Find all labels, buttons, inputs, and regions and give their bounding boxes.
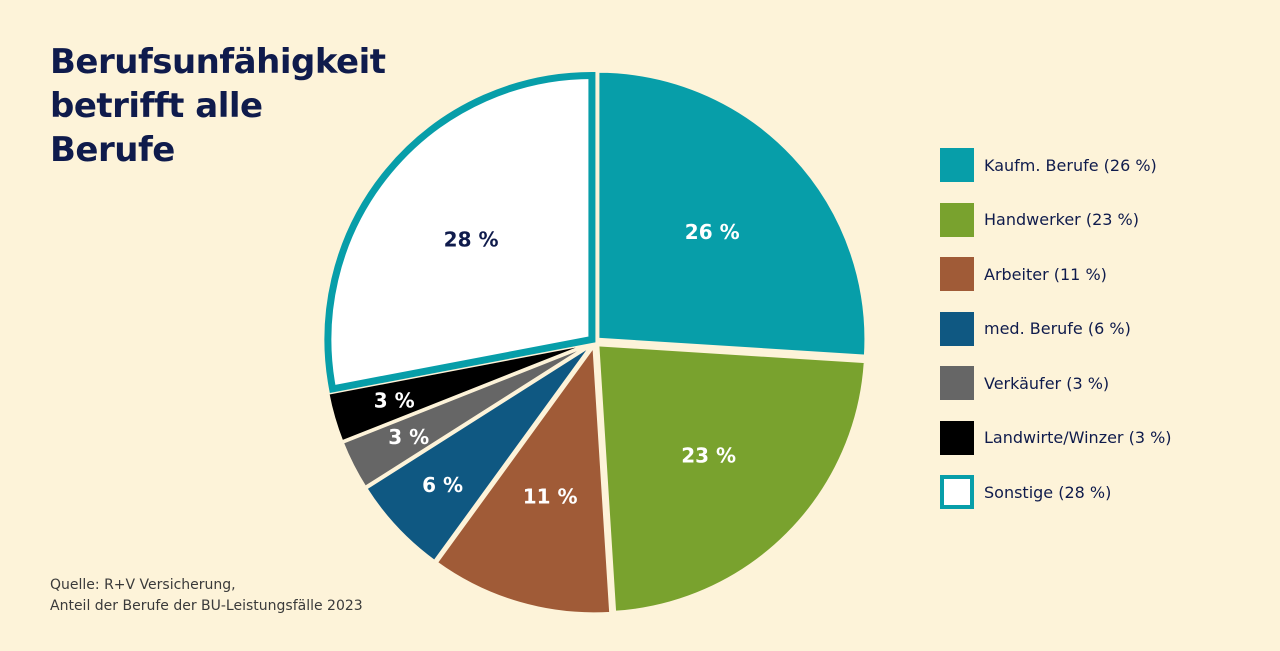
legend-swatch bbox=[940, 202, 974, 237]
legend-item: Arbeiter (11 %) bbox=[940, 256, 1172, 292]
source-note: Quelle: R+V Versicherung, Anteil der Ber… bbox=[50, 575, 363, 617]
legend-item: Landwirte/Winzer (3 %) bbox=[940, 420, 1172, 456]
slice-label: 23 % bbox=[681, 444, 736, 468]
slice-label: 28 % bbox=[444, 228, 499, 252]
pie-slice-arbeiter bbox=[434, 341, 613, 616]
legend-swatch bbox=[940, 475, 974, 509]
pie-slice-landwirte-winzer bbox=[326, 341, 592, 444]
legend-label: Arbeiter (11 %) bbox=[984, 264, 1107, 284]
pie-slice-handwerker bbox=[596, 343, 867, 614]
legend-swatch bbox=[940, 420, 974, 455]
legend-swatch bbox=[940, 257, 974, 291]
legend-swatch bbox=[940, 311, 974, 346]
legend-swatch bbox=[940, 148, 974, 182]
slice-label: 11 % bbox=[523, 484, 578, 508]
source-line: Quelle: R+V Versicherung, bbox=[50, 577, 236, 593]
slice-label: 3 % bbox=[388, 425, 429, 449]
legend-label: med. Berufe (6 %) bbox=[984, 319, 1131, 338]
title-line: betrifft alle bbox=[50, 86, 263, 126]
legend-swatch bbox=[940, 366, 974, 400]
slice-label: 26 % bbox=[685, 220, 740, 244]
pie-slice-sonstige bbox=[324, 71, 596, 394]
title-line: Berufsunfähigkeit bbox=[50, 42, 386, 82]
legend-label: Verkäufer (3 %) bbox=[984, 373, 1110, 393]
chart-title: Berufsunfähigkeit betrifft alle Berufe bbox=[50, 40, 386, 172]
legend-label: Handwerker (23 %) bbox=[984, 210, 1139, 229]
legend-item: med. Berufe (6 %) bbox=[940, 311, 1172, 347]
legend-item: Handwerker (23 %) bbox=[940, 202, 1172, 238]
legend-item: Verkäufer (3 %) bbox=[940, 365, 1172, 401]
pie-slice-kaufm-berufe bbox=[596, 69, 868, 358]
slice-label: 6 % bbox=[422, 473, 463, 497]
legend-label: Sonstige (28 %) bbox=[984, 482, 1112, 502]
title-line: Berufe bbox=[50, 130, 175, 170]
legend-item: Kaufm. Berufe (26 %) bbox=[940, 147, 1172, 183]
legend-label: Kaufm. Berufe (26 %) bbox=[984, 155, 1157, 175]
legend-item: Sonstige (28 %) bbox=[940, 474, 1172, 510]
slice-label: 3 % bbox=[374, 388, 415, 412]
legend-label: Landwirte/Winzer (3 %) bbox=[984, 428, 1172, 447]
legend: Kaufm. Berufe (26 %) Handwerker (23 %) Arb… bbox=[940, 147, 1172, 529]
source-line: Anteil der Berufe der BU-Leistungsfälle … bbox=[50, 598, 363, 614]
